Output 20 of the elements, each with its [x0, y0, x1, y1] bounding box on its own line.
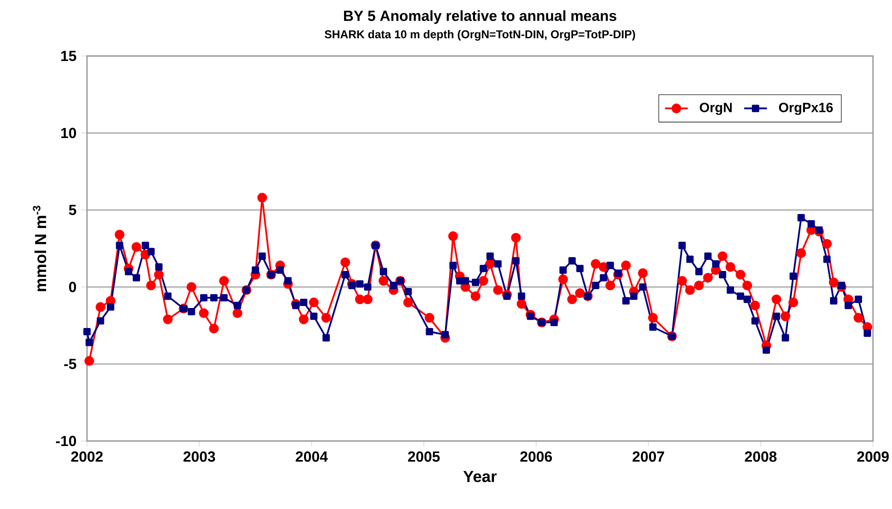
y-axis-title: mmol N m$^{-3}$	[32, 206, 46, 292]
y-tick-label: -5	[64, 358, 76, 370]
legend-label: OrgN	[700, 102, 732, 115]
x-tick-label: 2004	[296, 451, 328, 462]
y-tick-label: 5	[68, 204, 76, 216]
x-tick-label: 2002	[71, 451, 103, 462]
y-tick-label: 0	[69, 282, 76, 292]
y-tick-label: 15	[61, 50, 76, 62]
x-tick-label: 2008	[744, 451, 777, 462]
y-tick-label: -10	[56, 436, 76, 446]
x-tick-label: 2006	[520, 451, 552, 462]
x-axis-title: Year	[463, 470, 497, 482]
chart-subtitle: SHARK data 10 m depth (OrgN=TotN-DIN, OrgP=TotP-DIP)	[324, 30, 636, 41]
y-tick-label: 10	[61, 128, 76, 138]
x-tick-label: 2009	[857, 451, 889, 462]
chart-title: BY 5 Anomaly relative to annual means	[344, 10, 616, 24]
x-tick-label: 2005	[408, 451, 440, 462]
x-tick-label: 2003	[183, 451, 216, 462]
legend-label: OrgPx16	[778, 102, 833, 115]
x-tick-label: 2007	[632, 451, 664, 462]
